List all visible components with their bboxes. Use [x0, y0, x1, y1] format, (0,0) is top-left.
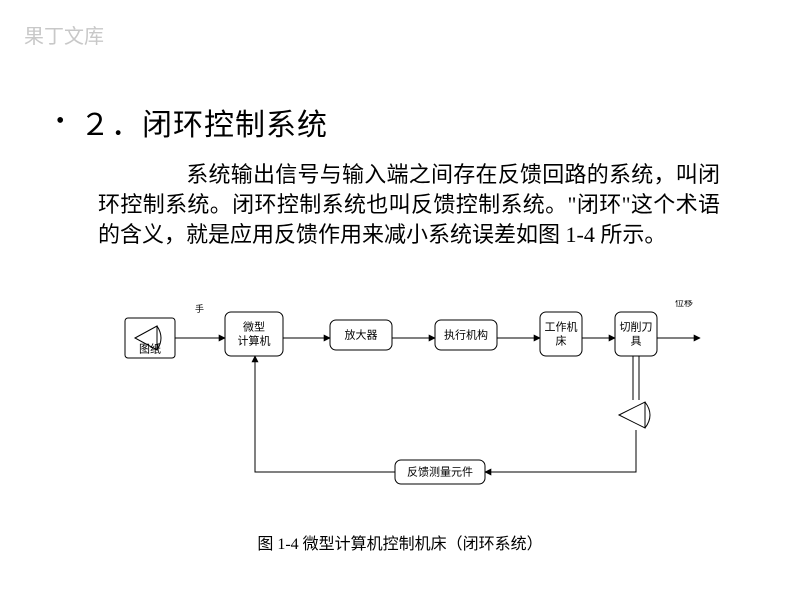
svg-text:床: 床	[556, 334, 567, 348]
svg-text:位移: 位移	[675, 300, 693, 308]
watermark: 果丁文库	[24, 20, 104, 49]
figure-caption: 图 1-4 微型计算机控制机床（闭环系统）	[0, 530, 800, 554]
svg-text:计算机: 计算机	[238, 334, 271, 348]
svg-text:放大器: 放大器	[345, 328, 378, 342]
svg-text:执行机构: 执行机构	[444, 328, 488, 342]
svg-text:切削刀: 切削刀	[620, 320, 653, 334]
diagram-svg: 图纸 手微型计算机 放大器 执行机构 工作机床 切削刀具 位移反馈测量元件	[95, 300, 705, 510]
svg-text:工作机: 工作机	[545, 320, 578, 334]
svg-text:微型: 微型	[243, 320, 265, 334]
svg-text:具: 具	[631, 335, 642, 348]
body-paragraph: 系统输出信号与输入端之间存在反馈回路的系统，叫闭环控制系统。闭环控制系统也叫反馈…	[98, 160, 720, 250]
bullet: •	[56, 108, 64, 135]
section-heading: ２．闭环控制系统	[80, 100, 328, 144]
svg-text:反馈测量元件: 反馈测量元件	[407, 466, 473, 479]
svg-text:图纸: 图纸	[139, 343, 161, 356]
body-text: 系统输出信号与输入端之间存在反馈回路的系统，叫闭环控制系统。闭环控制系统也叫反馈…	[98, 162, 720, 247]
closed-loop-diagram: 图纸 手微型计算机 放大器 执行机构 工作机床 切削刀具 位移反馈测量元件	[95, 300, 705, 510]
svg-text:手: 手	[195, 303, 204, 314]
